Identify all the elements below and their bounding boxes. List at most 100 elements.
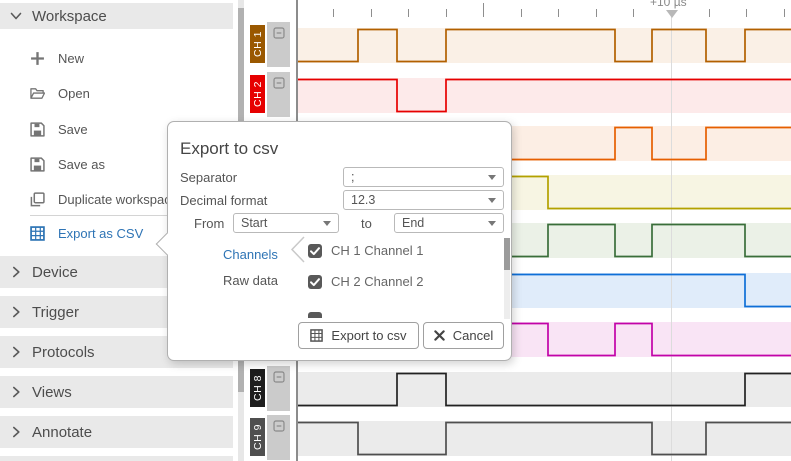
menu-separator: [30, 215, 167, 216]
waveform-ch-5: [500, 223, 791, 258]
sidebar-section-label: Views: [32, 383, 72, 401]
tab-raw-data[interactable]: Raw data: [223, 273, 278, 288]
minor-tick: [746, 9, 747, 17]
channel-band-ch-1: [297, 28, 791, 63]
minor-tick: [708, 9, 710, 17]
channel-band-ch-8: [297, 372, 791, 407]
cancel-button[interactable]: Cancel: [423, 322, 504, 349]
checkbox-checked[interactable]: [308, 243, 322, 258]
sidebar-item-open[interactable]: Open: [0, 82, 233, 104]
cancel-button-label: Cancel: [452, 328, 494, 343]
channel-checkbox-item[interactable]: CH 1 Channel 1: [308, 243, 424, 258]
close-icon: [434, 330, 445, 341]
table-icon: [30, 225, 45, 241]
channel-collapse-button-ch-8[interactable]: [267, 366, 290, 411]
chevron-right-icon: [9, 265, 23, 279]
to-value: End: [402, 216, 425, 230]
waveform-ch-2: [297, 78, 791, 113]
channel-collapse-button-ch-2[interactable]: [267, 72, 290, 117]
time-cursor-line: [671, 17, 672, 461]
time-cursor-label: +10 µs: [650, 0, 687, 9]
sidebar-section-label: Workspace: [32, 7, 107, 25]
minor-tick: [783, 9, 785, 17]
minor-tick: [595, 9, 597, 17]
decimal-format-value: 12.3: [351, 193, 376, 207]
channel-band-ch-2: [297, 78, 791, 113]
minor-tick: [370, 9, 372, 17]
chevron-down-icon: [9, 9, 23, 23]
sidebar-section-annotate[interactable]: Annotate: [0, 416, 233, 448]
sidebar-item-label: Save: [58, 121, 88, 137]
sidebar: Workspace New Open Save Save as Duplicate wo…: [0, 0, 233, 461]
channel-label-ch-2[interactable]: CH 2: [250, 75, 265, 113]
sidebar-item-export-as-csv[interactable]: Export as CSV: [0, 222, 233, 244]
folder-open-icon: [30, 86, 45, 101]
caret-down-icon: [323, 221, 331, 226]
export-to-csv-button[interactable]: Export to csv: [298, 322, 419, 349]
sidebar-section-next[interactable]: [0, 456, 233, 461]
from-label: From: [194, 216, 225, 231]
decimal-format-select[interactable]: 12.3: [343, 190, 504, 210]
sidebar-item-label: New: [58, 50, 85, 66]
sidebar-section-workspace[interactable]: Workspace: [0, 3, 233, 29]
channel-label-ch-8[interactable]: CH 8: [250, 369, 265, 407]
channel-checkbox-item[interactable]: CH 2 Channel 2: [308, 274, 424, 289]
minus-square-icon: [273, 77, 285, 89]
channel-label-text: CH 9: [251, 424, 264, 450]
minus-square-icon: [273, 27, 285, 39]
minor-tick: [333, 9, 334, 17]
separator-select[interactable]: ;: [343, 167, 504, 187]
to-label: to: [361, 216, 372, 231]
minor-tick: [633, 9, 634, 17]
sidebar-section-label: Annotate: [32, 423, 93, 441]
caret-down-icon: [488, 221, 496, 226]
chevron-right-icon: [9, 305, 23, 319]
channel-label-text: CH 8: [251, 375, 264, 401]
channel-collapse-button-ch-9[interactable]: [267, 415, 290, 460]
sidebar-item-save[interactable]: Save: [0, 118, 233, 140]
channel-label-ch-1[interactable]: CH 1: [250, 25, 265, 63]
channel-label-ch-9[interactable]: CH 9: [250, 418, 265, 456]
save-icon: [30, 156, 45, 172]
checkbox-checked[interactable]: [308, 274, 322, 289]
sidebar-section-label: Device: [32, 263, 78, 281]
channel-checkbox-list: CH 1 Channel 1 CH 2 Channel 2: [308, 238, 502, 318]
waveform-ch-9: [297, 421, 791, 456]
sidebar-item-save-as[interactable]: Save as: [0, 153, 233, 175]
caret-down-icon: [488, 198, 496, 203]
waveform-ch-1: [297, 28, 791, 63]
waveform-ch-6: [500, 273, 791, 308]
channel-label-text: CH 1: [251, 31, 264, 57]
export-button-label: Export to csv: [331, 328, 407, 343]
time-cursor-marker-icon[interactable]: [665, 10, 678, 18]
waveform-ch-7: [500, 322, 791, 357]
minus-square-icon: [273, 420, 285, 432]
to-select[interactable]: End: [394, 213, 504, 233]
sidebar-item-duplicate-workspace[interactable]: Duplicate workspace: [0, 188, 233, 210]
channel-checkbox-item-partial[interactable]: [308, 312, 322, 318]
tab-channels[interactable]: Channels: [223, 247, 278, 262]
channel-list-scrollbar[interactable]: [504, 238, 510, 319]
active-tab-pointer: [290, 236, 305, 263]
caret-down-icon: [488, 175, 496, 180]
sidebar-item-new[interactable]: New: [0, 47, 233, 69]
sidebar-item-label: Open: [58, 85, 90, 101]
sidebar-item-label: Duplicate workspace: [58, 191, 178, 207]
channel-label-text: CH 2: [251, 81, 264, 107]
channel-collapse-button-ch-1[interactable]: [267, 22, 290, 67]
separator-value: ;: [351, 170, 355, 184]
sidebar-section-views[interactable]: Views: [0, 376, 233, 408]
major-tick: [483, 3, 484, 17]
copy-icon: [30, 191, 45, 207]
chevron-right-icon: [9, 425, 23, 439]
scrollbar-thumb[interactable]: [504, 238, 510, 270]
table-icon: [310, 329, 324, 342]
from-select[interactable]: Start: [233, 213, 339, 233]
plus-icon: [30, 51, 45, 66]
minor-tick: [520, 9, 522, 17]
minor-tick: [445, 9, 447, 17]
checkbox-partial[interactable]: [308, 312, 322, 318]
dialog-title: Export to csv: [180, 139, 279, 158]
from-value: Start: [241, 216, 268, 230]
